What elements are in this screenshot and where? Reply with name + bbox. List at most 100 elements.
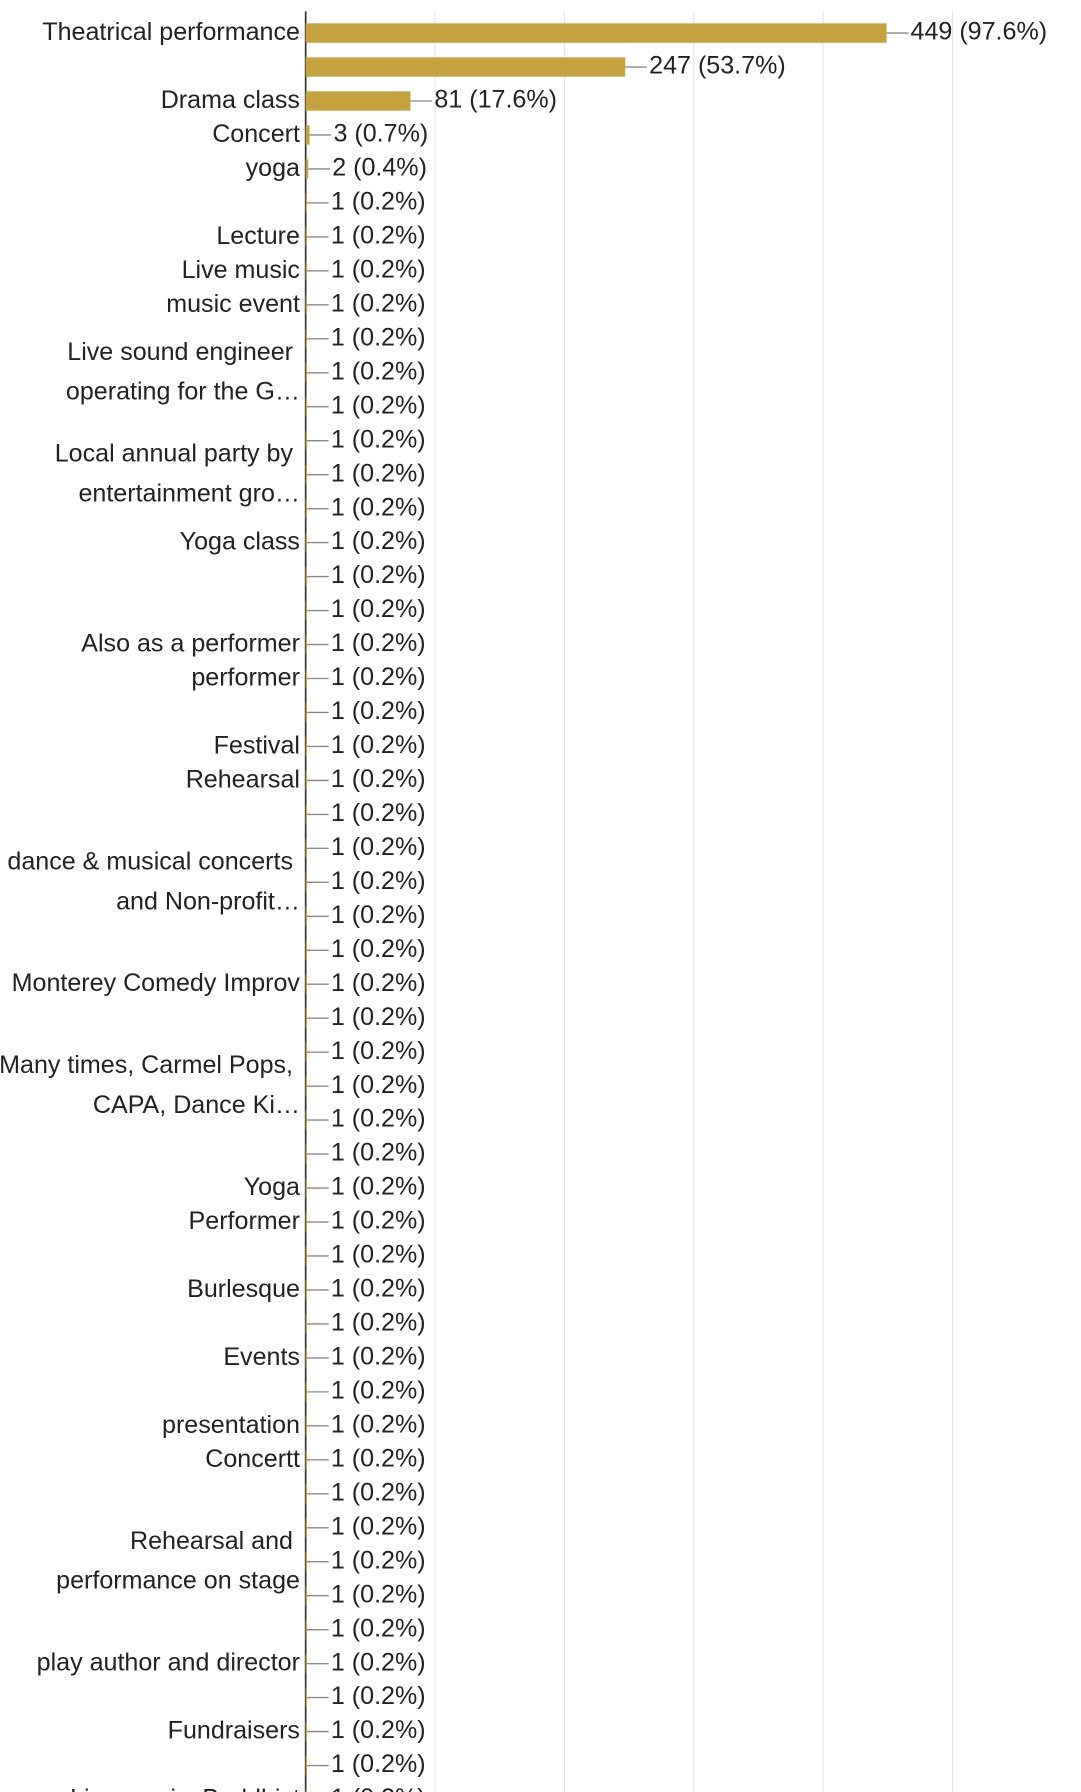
value-label: 1 (0.2%): [331, 1241, 426, 1269]
bar: [305, 940, 307, 960]
value-label: 449 (97.6%): [911, 18, 1048, 46]
value-label: 1 (0.2%): [331, 697, 426, 725]
category-label: Many times, Carmel Pops, CAPA, Dance Ki…: [0, 1051, 300, 1119]
bar: [305, 770, 307, 791]
category-label: Live sound engineer operating for the G…: [66, 337, 300, 405]
bar: [305, 1721, 307, 1742]
value-label: 1 (0.2%): [331, 391, 426, 419]
category-label: Live music, Buddhist: [70, 1784, 300, 1792]
category-label: Drama class: [161, 86, 300, 114]
bar: [305, 295, 307, 315]
value-label: 1 (0.2%): [331, 357, 426, 385]
bar: [305, 91, 411, 111]
bar: [305, 125, 310, 145]
bar: [305, 600, 307, 621]
category-label: Events: [223, 1343, 300, 1371]
value-label: 1 (0.2%): [331, 595, 426, 623]
value-label: 1 (0.2%): [331, 1207, 426, 1235]
bar: [305, 1246, 307, 1266]
bar: [305, 57, 626, 77]
bar: [305, 974, 307, 994]
bar: [305, 702, 307, 723]
category-label: presentation: [162, 1410, 300, 1438]
category-label: yoga: [246, 154, 300, 182]
value-label: 1 (0.2%): [331, 1377, 426, 1405]
category-label: dance & musical concerts and Non-profit…: [7, 847, 300, 915]
value-label: 1 (0.2%): [331, 901, 426, 929]
value-label: 1 (0.2%): [331, 1173, 426, 1201]
bar: [305, 329, 307, 349]
bar: [305, 736, 307, 757]
category-label: Yoga: [244, 1173, 300, 1201]
bar: [305, 159, 309, 179]
value-label: 1 (0.2%): [331, 561, 426, 589]
value-label: 1 (0.2%): [331, 1037, 426, 1065]
category-label: music event: [166, 289, 300, 317]
bar: [305, 1314, 307, 1334]
value-label: 1 (0.2%): [331, 222, 426, 250]
value-label: 1 (0.2%): [331, 1546, 426, 1574]
category-label: Concertt: [205, 1444, 300, 1472]
bar: [305, 634, 307, 655]
bar: [305, 1178, 307, 1198]
bar: [305, 397, 307, 417]
bar: [305, 838, 307, 859]
bar: [305, 1348, 307, 1368]
value-label: 1 (0.2%): [331, 833, 426, 861]
bar: [305, 1484, 307, 1504]
bar: [305, 23, 887, 43]
value-label: 1 (0.2%): [331, 323, 426, 351]
value-label: 1 (0.2%): [331, 629, 426, 657]
bar: [305, 1619, 307, 1640]
value-label: 1 (0.2%): [331, 969, 426, 997]
bar: [305, 872, 307, 893]
category-label: Yoga class: [180, 527, 300, 555]
bar: [305, 431, 307, 451]
value-label: 1 (0.2%): [331, 1478, 426, 1506]
bar: [305, 1416, 307, 1436]
value-label: 1 (0.2%): [331, 799, 426, 827]
value-label: 1 (0.2%): [331, 527, 426, 555]
category-label: Burlesque: [187, 1275, 300, 1303]
value-label: 1 (0.2%): [331, 289, 426, 317]
bar: [305, 1076, 307, 1096]
bar: [305, 1042, 307, 1062]
value-label: 1 (0.2%): [331, 935, 426, 963]
value-label: 1 (0.2%): [331, 765, 426, 793]
category-label: Rehearsal: [186, 765, 300, 793]
bar: [305, 261, 307, 281]
value-label: 1 (0.2%): [331, 731, 426, 759]
value-label: 3 (0.7%): [333, 120, 428, 148]
value-label: 1 (0.2%): [331, 663, 426, 691]
bar: [305, 1110, 307, 1130]
value-label: 1 (0.2%): [331, 1750, 426, 1778]
bar: [305, 227, 307, 247]
value-label: 1 (0.2%): [331, 459, 426, 487]
bar: [305, 1008, 307, 1028]
value-label: 1 (0.2%): [331, 1410, 426, 1438]
bar: [305, 1144, 307, 1164]
bar: [305, 668, 307, 689]
value-label: 1 (0.2%): [331, 1682, 426, 1710]
value-label: 1 (0.2%): [331, 425, 426, 453]
bar: [305, 464, 307, 485]
bar: [305, 1212, 307, 1232]
category-label: Local annual party by entertainment gro…: [55, 439, 300, 507]
category-label: Live music: [182, 255, 300, 283]
category-label: Festival: [214, 731, 300, 759]
value-label: 1 (0.2%): [331, 493, 426, 521]
value-label: 2 (0.4%): [332, 154, 427, 182]
bar: [305, 1755, 307, 1776]
value-label: 1 (0.2%): [331, 1716, 426, 1744]
value-label: 1 (0.2%): [331, 1309, 426, 1337]
value-label: 1 (0.2%): [331, 1139, 426, 1167]
bar: [305, 1586, 307, 1606]
value-label: 1 (0.2%): [331, 1580, 426, 1608]
bar: [305, 804, 307, 825]
category-label: Theatrical performance: [42, 18, 300, 46]
value-label: 1 (0.2%): [331, 1003, 426, 1031]
value-label: 1 (0.2%): [331, 255, 426, 283]
bar: [305, 1280, 307, 1300]
bar: [305, 363, 307, 383]
